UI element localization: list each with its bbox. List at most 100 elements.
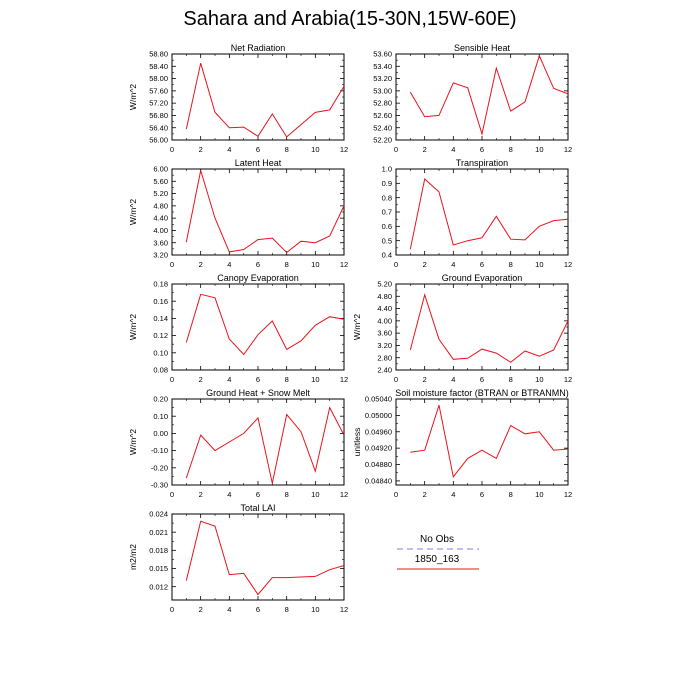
net-radiation-xtick-label: 10 xyxy=(311,145,319,154)
ground-heat-snow-melt-xtick-label: 6 xyxy=(256,490,260,499)
canopy-evaporation-ytick-label: 0.08 xyxy=(153,366,168,375)
transpiration-ytick-label: 0.5 xyxy=(382,236,392,245)
total-lai-xtick-label: 12 xyxy=(340,605,348,614)
ground-heat-snow-melt-title: Ground Heat + Snow Melt xyxy=(206,388,310,398)
total-lai-title: Total LAI xyxy=(240,503,275,513)
canopy-evaporation-ytick-label: 0.14 xyxy=(153,314,168,323)
transpiration-xtick-label: 6 xyxy=(480,260,484,269)
soil-moisture-factor-btran-or-btranmn-ytick-label: 0.04840 xyxy=(365,477,392,486)
net-radiation-xtick-label: 12 xyxy=(340,145,348,154)
canopy-evaporation-xtick-label: 10 xyxy=(311,375,319,384)
ground-evaporation-xtick-label: 12 xyxy=(564,375,572,384)
latent-heat-xtick-label: 10 xyxy=(311,260,319,269)
sensible-heat-ytick-label: 52.20 xyxy=(373,136,392,145)
transpiration-xtick-label: 8 xyxy=(509,260,513,269)
total-lai-ytick-label: 0.015 xyxy=(149,564,168,573)
latent-heat-ylabel: W/m^2 xyxy=(128,199,138,225)
ground-evaporation-frame xyxy=(395,283,569,371)
canopy-evaporation-ytick-label: 0.10 xyxy=(153,348,168,357)
soil-moisture-factor-btran-or-btranmn-xtick-label: 8 xyxy=(509,490,513,499)
transpiration-ytick-label: 0.6 xyxy=(382,222,392,231)
total-lai-ytick-label: 0.021 xyxy=(149,528,168,537)
canopy-evaporation-frame xyxy=(171,283,345,371)
transpiration-frame xyxy=(395,168,569,256)
total-lai-xtick-label: 4 xyxy=(227,605,231,614)
total-lai-xtick-label: 6 xyxy=(256,605,260,614)
sensible-heat-ytick-label: 52.60 xyxy=(373,111,392,120)
total-lai-frame xyxy=(171,513,345,601)
soil-moisture-factor-btran-or-btranmn-ylabel: unitless xyxy=(352,428,362,457)
sensible-heat-xtick-label: 10 xyxy=(535,145,543,154)
latent-heat-ytick-label: 5.60 xyxy=(153,177,168,186)
transpiration-xtick-label: 12 xyxy=(564,260,572,269)
sensible-heat-xtick-label: 6 xyxy=(480,145,484,154)
ground-evaporation-xtick-label: 6 xyxy=(480,375,484,384)
net-radiation-ytick-label: 56.00 xyxy=(149,136,168,145)
net-radiation-ytick-label: 58.40 xyxy=(149,62,168,71)
ground-heat-snow-melt-ytick-label: -0.20 xyxy=(151,463,168,472)
transpiration-xtick-label: 10 xyxy=(535,260,543,269)
net-radiation-xtick-label: 2 xyxy=(199,145,203,154)
ground-evaporation-ytick-label: 4.00 xyxy=(377,316,392,325)
net-radiation-xtick-label: 0 xyxy=(170,145,174,154)
net-radiation-frame xyxy=(171,53,345,141)
ground-heat-snow-melt-xtick-label: 4 xyxy=(227,490,231,499)
net-radiation-series-line xyxy=(185,63,345,138)
canopy-evaporation-xtick-label: 8 xyxy=(285,375,289,384)
net-radiation-ytick-label: 57.60 xyxy=(149,86,168,95)
ground-evaporation-ytick-label: 3.20 xyxy=(377,341,392,350)
latent-heat-xtick-label: 0 xyxy=(170,260,174,269)
canopy-evaporation-xtick-label: 2 xyxy=(199,375,203,384)
latent-heat-ytick-label: 5.20 xyxy=(153,189,168,198)
transpiration-xtick-label: 2 xyxy=(423,260,427,269)
sensible-heat-xtick-label: 2 xyxy=(423,145,427,154)
ground-heat-snow-melt-xtick-label: 8 xyxy=(285,490,289,499)
ground-evaporation-xtick-label: 4 xyxy=(451,375,455,384)
transpiration-xtick-label: 0 xyxy=(394,260,398,269)
ground-evaporation-xtick-label: 0 xyxy=(394,375,398,384)
net-radiation-ylabel: W/m^2 xyxy=(128,84,138,110)
ground-heat-snow-melt-xtick-label: 2 xyxy=(199,490,203,499)
soil-moisture-factor-btran-or-btranmn-xtick-label: 12 xyxy=(564,490,572,499)
transpiration-ytick-label: 0.7 xyxy=(382,208,392,217)
ground-heat-snow-melt-xtick-label: 12 xyxy=(340,490,348,499)
transpiration-series-line xyxy=(409,178,569,250)
soil-moisture-factor-btran-or-btranmn-xtick-label: 6 xyxy=(480,490,484,499)
net-radiation-xtick-label: 8 xyxy=(285,145,289,154)
soil-moisture-factor-btran-or-btranmn-ytick-label: 0.04880 xyxy=(365,460,392,469)
legend-label-no-obs: No Obs xyxy=(420,534,454,545)
canopy-evaporation-xtick-label: 0 xyxy=(170,375,174,384)
net-radiation-ytick-label: 56.40 xyxy=(149,123,168,132)
latent-heat-xtick-label: 4 xyxy=(227,260,231,269)
page-title: Sahara and Arabia(15-30N,15W-60E) xyxy=(183,8,517,30)
net-radiation-title: Net Radiation xyxy=(231,43,286,53)
sensible-heat-ytick-label: 53.20 xyxy=(373,74,392,83)
canopy-evaporation-xtick-label: 12 xyxy=(340,375,348,384)
ground-evaporation-ytick-label: 4.80 xyxy=(377,292,392,301)
soil-moisture-factor-btran-or-btranmn-xtick-label: 0 xyxy=(394,490,398,499)
net-radiation-ytick-label: 57.20 xyxy=(149,99,168,108)
latent-heat-ytick-label: 4.40 xyxy=(153,214,168,223)
ground-heat-snow-melt-ytick-label: 0.20 xyxy=(153,395,168,404)
sensible-heat-frame xyxy=(395,53,569,141)
ground-evaporation-ylabel: W/m^2 xyxy=(352,314,362,340)
latent-heat-ytick-label: 6.00 xyxy=(153,165,168,174)
ground-evaporation-ytick-label: 5.20 xyxy=(377,280,392,289)
transpiration-ytick-label: 0.9 xyxy=(382,179,392,188)
ground-heat-snow-melt-ytick-label: -0.10 xyxy=(151,446,168,455)
ground-evaporation-series-line xyxy=(409,293,569,363)
sensible-heat-series-line xyxy=(409,54,569,136)
latent-heat-xtick-label: 8 xyxy=(285,260,289,269)
sensible-heat-title: Sensible Heat xyxy=(454,43,511,53)
ground-evaporation-xtick-label: 10 xyxy=(535,375,543,384)
net-radiation-ytick-label: 56.80 xyxy=(149,111,168,120)
sensible-heat-ytick-label: 52.40 xyxy=(373,123,392,132)
latent-heat-ytick-label: 3.60 xyxy=(153,238,168,247)
ground-evaporation-title: Ground Evaporation xyxy=(442,273,523,283)
ground-heat-snow-melt-ytick-label: 0.10 xyxy=(153,412,168,421)
ground-heat-snow-melt-ytick-label: 0.00 xyxy=(153,429,168,438)
total-lai-ytick-label: 0.018 xyxy=(149,546,168,555)
total-lai-xtick-label: 0 xyxy=(170,605,174,614)
total-lai-series-line xyxy=(185,520,345,596)
total-lai-xtick-label: 10 xyxy=(311,605,319,614)
